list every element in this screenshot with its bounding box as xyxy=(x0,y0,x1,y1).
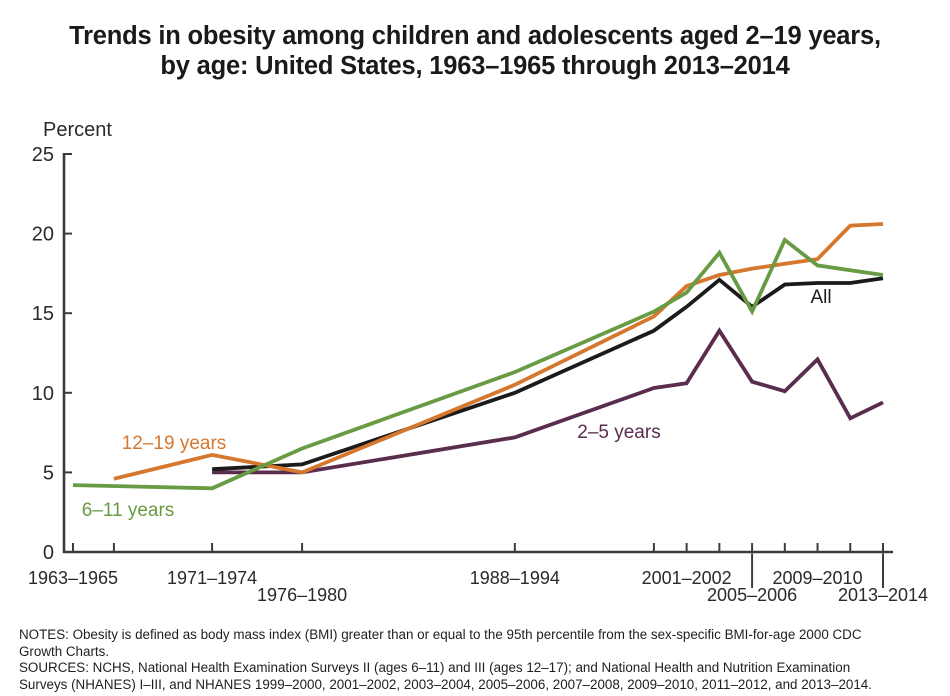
chart-title: Trends in obesity among children and ado… xyxy=(0,21,950,81)
y-tick-label: 20 xyxy=(32,224,54,246)
y-tick-label: 0 xyxy=(43,542,54,564)
series-line-age-6-11 xyxy=(72,237,884,491)
x-tick-label: 2013–2014 xyxy=(838,585,928,605)
series-label-age-6-11: 6–11 years xyxy=(82,500,175,521)
footnotes: NOTES: Obesity is defined as body mass i… xyxy=(19,627,931,693)
y-tick-label: 5 xyxy=(43,462,54,484)
series-line-age-12-19 xyxy=(113,222,884,481)
x-tick-label: 2009–2010 xyxy=(772,568,862,588)
series-label-age-2-5: 2–5 years xyxy=(577,422,660,443)
x-tick-label: 2001–2002 xyxy=(642,568,732,588)
y-tick-label: 25 xyxy=(32,144,54,166)
x-tick-label: 1963–1965 xyxy=(28,568,118,588)
y-tick-label: 10 xyxy=(32,383,54,405)
series-label-all: All xyxy=(810,287,831,308)
x-tick-label: 1988–1994 xyxy=(470,568,560,588)
chart-title-line-1: Trends in obesity among children and ado… xyxy=(69,22,881,50)
x-tick-label: 2005–2006 xyxy=(707,585,797,605)
footnote-line: Surveys (NHANES) I–III, and NHANES 1999–… xyxy=(19,676,872,692)
axes-line xyxy=(62,153,893,554)
series-label-age-12-19: 12–19 years xyxy=(122,433,227,454)
chart-title-line-2: by age: United States, 1963–1965 through… xyxy=(160,52,790,80)
footnote-line: SOURCES: NCHS, National Health Examinati… xyxy=(19,660,851,676)
footnote-line: NOTES: Obesity is defined as body mass i… xyxy=(19,627,862,642)
series-line-all xyxy=(211,276,884,472)
y-axis-title: Percent xyxy=(43,119,112,141)
x-tick-label: 1971–1974 xyxy=(167,568,257,588)
series-line-age-2-5 xyxy=(212,327,884,475)
y-tick-label: 15 xyxy=(32,303,54,325)
x-tick-label: 1976–1980 xyxy=(257,585,347,605)
footnote-line: Growth Charts. xyxy=(19,643,110,659)
